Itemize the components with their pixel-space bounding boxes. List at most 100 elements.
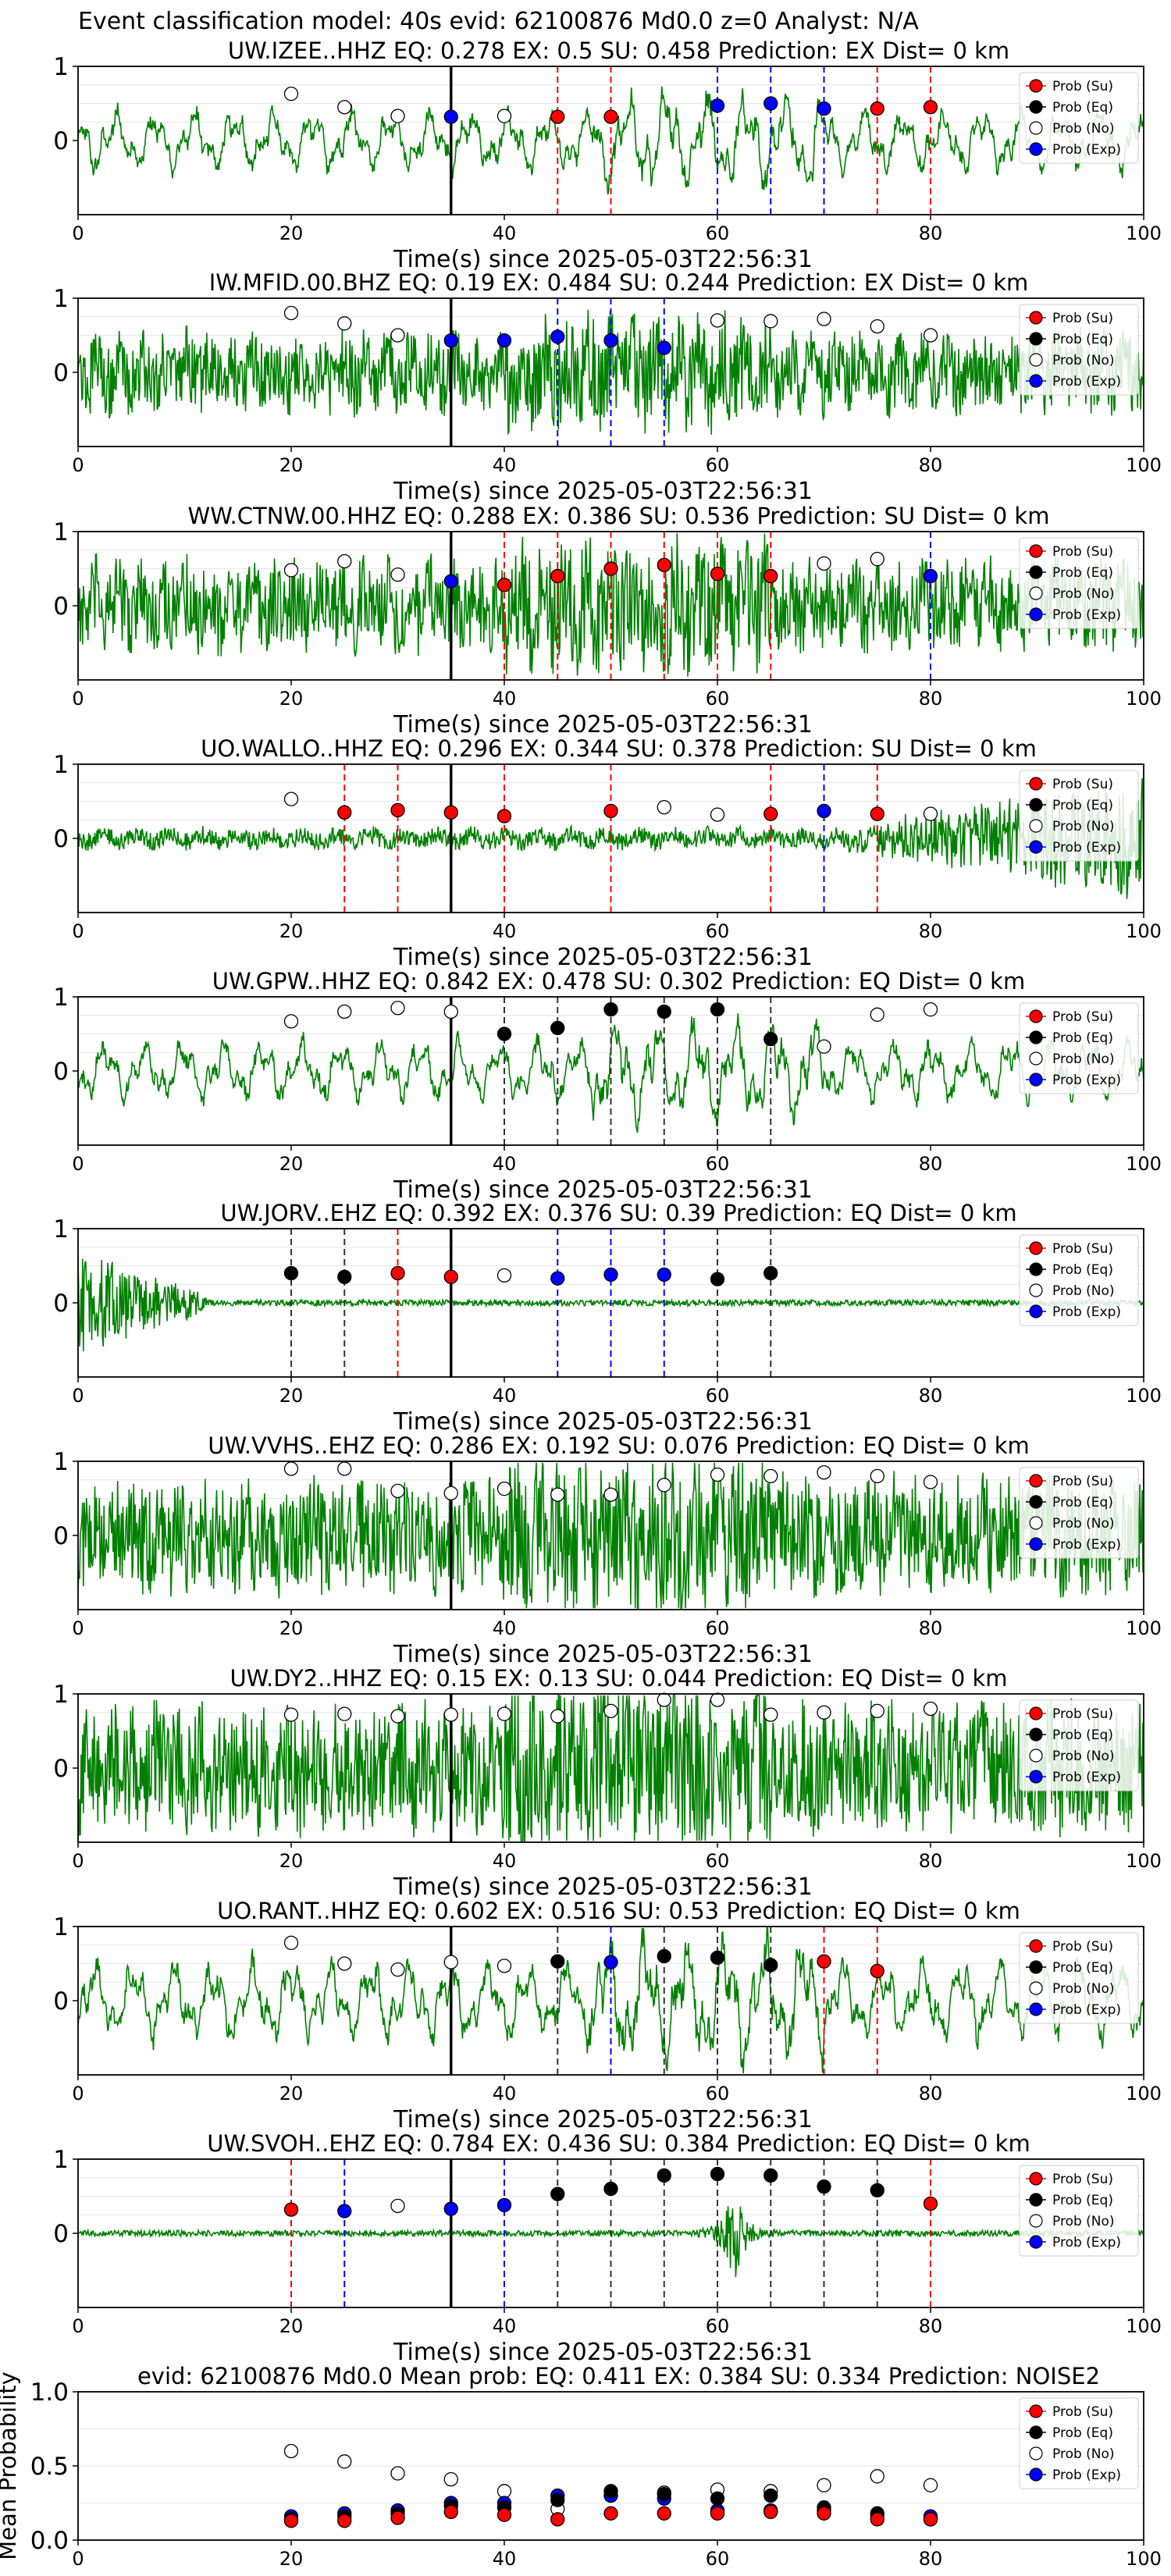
x-tick-label: 0	[72, 2315, 84, 2337]
subplot-2: IW.MFID.00.BHZ EQ: 0.19 EX: 0.484 SU: 0.…	[53, 269, 1162, 505]
x-tick-label: 0	[72, 1850, 84, 1872]
prob-point-su	[390, 1265, 405, 1281]
x-tick-label: 100	[1126, 1617, 1162, 1639]
prob-point-no	[283, 792, 299, 806]
prob-point-no	[870, 552, 884, 567]
prob-point-no	[337, 316, 352, 331]
x-tick-label: 40	[493, 222, 517, 244]
legend-marker-exp	[1029, 374, 1043, 388]
y-tick-label: 0.5	[30, 2453, 69, 2481]
y-tick-label: 0	[53, 1058, 69, 1086]
legend-label: Prob (No)	[1052, 2446, 1115, 2462]
prob-point-su	[817, 2506, 831, 2521]
y-tick-label: 1	[53, 1913, 69, 1941]
y-tick-label: 0	[53, 359, 69, 387]
x-tick-label: 20	[279, 688, 304, 710]
legend-label: Prob (Exp)	[1052, 1537, 1121, 1553]
y-tick-label: 0	[53, 1755, 69, 1783]
x-tick-label: 20	[279, 2548, 304, 2570]
prob-point-su	[657, 557, 671, 572]
x-tick-label: 80	[919, 1850, 943, 1872]
prob-point-exp	[657, 340, 671, 355]
prob-point-eq	[657, 2486, 671, 2502]
prob-point-no	[497, 1482, 512, 1496]
y-tick-label: 1	[53, 751, 69, 779]
x-axis-label: Time(s) since 2025-05-03T22:56:31	[393, 1641, 813, 1668]
legend-marker-exp	[1029, 840, 1043, 854]
x-tick-label: 0	[72, 688, 84, 710]
legend-marker-exp	[1029, 2467, 1043, 2482]
prob-point-eq	[870, 2183, 884, 2198]
prob-point-eq	[337, 1269, 352, 1284]
prob-point-eq	[710, 1272, 725, 1286]
prob-point-no	[283, 2443, 299, 2459]
prob-point-no	[443, 2471, 458, 2487]
waveform-trace	[78, 309, 1144, 436]
legend-label: Prob (Eq)	[1052, 1495, 1113, 1510]
x-tick-label: 60	[706, 2315, 730, 2337]
prob-point-no	[710, 313, 725, 328]
legend-marker-eq	[1029, 1727, 1043, 1742]
prob-point-eq	[603, 2181, 618, 2197]
prob-point-no	[923, 1002, 938, 1017]
prob-point-no	[603, 1487, 618, 1502]
x-tick-label: 80	[919, 2083, 943, 2105]
legend-marker-no	[1029, 2214, 1043, 2228]
prob-point-no	[283, 87, 299, 101]
prob-point-exp	[817, 101, 831, 116]
x-tick-label: 40	[493, 2083, 517, 2105]
prob-point-su	[870, 1963, 884, 1979]
prob-point-no	[390, 2466, 405, 2481]
x-axis-label: Time(s) since 2025-05-03T22:56:31	[393, 2106, 813, 2133]
x-tick-label: 40	[493, 2315, 517, 2337]
legend-marker-no	[1029, 121, 1043, 135]
prob-point-no	[390, 109, 405, 123]
prob-point-no	[923, 806, 938, 821]
legend-box	[1019, 304, 1139, 396]
legend-label: Prob (Su)	[1052, 1706, 1113, 1722]
prob-point-eq	[710, 1950, 725, 1966]
y-tick-label: 0	[53, 1290, 69, 1318]
waveform-trace	[78, 86, 1144, 195]
prob-point-su	[817, 1954, 831, 1969]
legend-label: Prob (No)	[1052, 586, 1115, 602]
prob-point-no	[443, 1004, 458, 1019]
legend-marker-su	[1029, 311, 1043, 325]
prob-point-eq	[283, 1265, 299, 1281]
prob-point-su	[603, 2506, 618, 2521]
x-tick-label: 100	[1126, 688, 1162, 710]
y-tick-label: 1	[53, 984, 69, 1012]
legend: Prob (Su) Prob (Eq) Prob (No) Prob (Exp)	[1019, 72, 1139, 164]
legend-box	[1019, 770, 1139, 862]
legend-marker-eq	[1029, 798, 1043, 812]
prob-point-no	[763, 314, 778, 329]
prob-point-eq	[550, 1954, 565, 1969]
prob-point-no	[283, 1014, 299, 1029]
prob-point-eq	[763, 2168, 778, 2183]
prob-point-su	[337, 2514, 352, 2528]
legend-label: Prob (Eq)	[1052, 2193, 1113, 2208]
legend-label: Prob (Exp)	[1052, 1073, 1121, 1088]
y-tick-label: 1	[53, 285, 69, 313]
x-tick-label: 40	[493, 920, 517, 942]
prob-point-exp	[337, 2204, 352, 2218]
y-tick-label: 1	[53, 1215, 69, 1244]
legend-label: Prob (Exp)	[1052, 840, 1121, 856]
legend-marker-su	[1029, 1474, 1043, 1488]
subplot-3: WW.CTNW.00.HHZ EQ: 0.288 EX: 0.386 SU: 0…	[53, 503, 1162, 738]
prob-point-no	[337, 1461, 352, 1476]
legend-label: Prob (Eq)	[1052, 565, 1113, 581]
x-tick-label: 0	[72, 2548, 84, 2570]
legend-marker-eq	[1029, 1262, 1043, 1276]
prob-point-su	[657, 2506, 671, 2521]
y-tick-label: 0	[53, 1987, 69, 2016]
prob-point-eq	[550, 2492, 565, 2507]
x-tick-label: 80	[919, 1385, 943, 1407]
x-tick-label: 100	[1126, 2315, 1162, 2337]
subplot-title: evid: 62100876 Md0.0 Mean prob: EQ: 0.41…	[137, 2363, 1100, 2389]
legend-box	[1019, 1234, 1139, 1326]
prob-point-no	[870, 1468, 884, 1484]
prob-point-su	[443, 2504, 458, 2520]
x-tick-label: 100	[1126, 2083, 1162, 2105]
subplot-title: UO.RANT..HHZ EQ: 0.602 EX: 0.516 SU: 0.5…	[217, 1898, 1020, 1924]
